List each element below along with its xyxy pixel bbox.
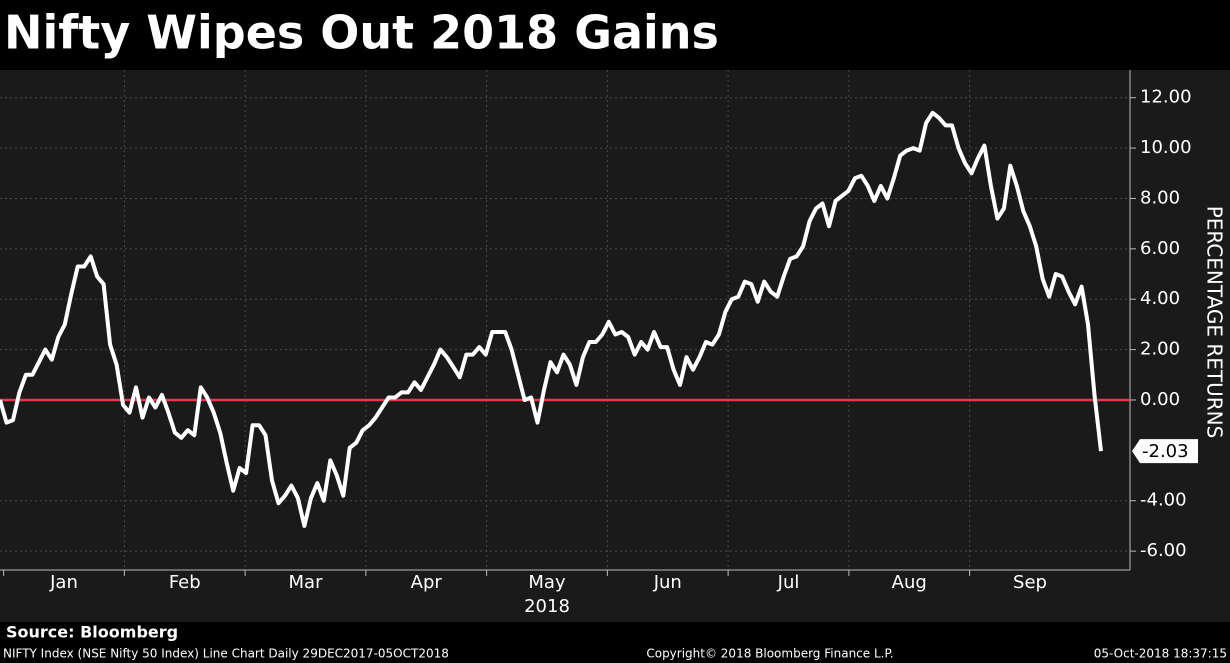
chart-title: Nifty Wipes Out 2018 Gains	[4, 6, 719, 60]
x-tick-label: Jul	[777, 572, 800, 593]
y-tick-label: 12.00	[1140, 87, 1192, 108]
footer-description: NIFTY Index (NSE Nifty 50 Index) Line Ch…	[3, 647, 449, 661]
x-axis-title: 2018	[524, 596, 570, 617]
footer-copyright: Copyright© 2018 Bloomberg Finance L.P.	[646, 647, 893, 661]
footer-timestamp: 05-Oct-2018 18:37:15	[1094, 647, 1227, 661]
y-axis-title: PERCENTAGE RETURNS	[1203, 206, 1227, 439]
x-tick-label: Jun	[653, 572, 682, 593]
x-tick-label: May	[528, 572, 566, 593]
last-value-label: -2.03	[1142, 441, 1189, 462]
source: Source: Bloomberg	[6, 623, 178, 642]
y-tick-label: -6.00	[1140, 540, 1187, 561]
y-tick-label: 4.00	[1140, 288, 1180, 309]
x-tick-label: Aug	[892, 572, 927, 593]
x-tick-label: Sep	[1013, 572, 1047, 593]
y-tick-label: 6.00	[1140, 238, 1180, 259]
x-tick-label: Apr	[411, 572, 443, 593]
series-line	[0, 110, 1103, 528]
plot-background	[0, 70, 1230, 622]
last-value-box	[1132, 439, 1198, 464]
y-tick-label: 0.00	[1140, 389, 1180, 410]
y-tick-label: 2.00	[1140, 339, 1180, 360]
y-tick-label: 10.00	[1140, 137, 1192, 158]
x-tick-label: Feb	[169, 572, 201, 593]
x-tick-label: Jan	[49, 572, 78, 593]
y-tick-label: 8.00	[1140, 187, 1180, 208]
y-tick-label: -4.00	[1140, 490, 1187, 511]
x-tick-label: Mar	[289, 572, 324, 593]
